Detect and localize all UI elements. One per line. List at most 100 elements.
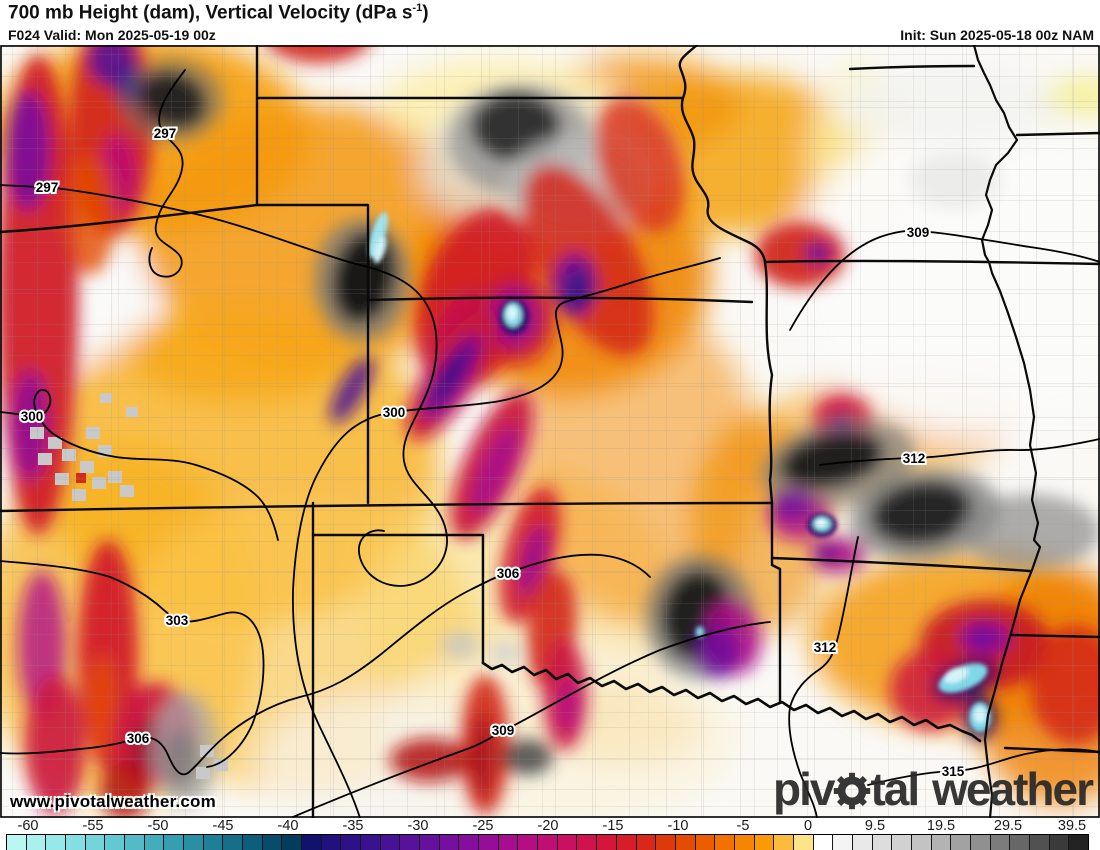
contour-label: 306 — [497, 566, 520, 581]
contour-label: 309 — [492, 723, 515, 738]
county-lines — [0, 45, 1100, 818]
colorbar-cell — [1029, 835, 1050, 850]
colorbar-cell — [341, 835, 362, 850]
valid-time-label: F024 Valid: Mon 2025-05-19 00z — [8, 27, 216, 43]
colorbar-cell — [26, 835, 47, 850]
colorbar-tick: -20 — [537, 818, 559, 834]
colorbar-cell — [892, 835, 912, 850]
colorbar-cell — [616, 835, 637, 850]
colorbar-tick: -45 — [212, 818, 234, 834]
colorbar-cell — [675, 835, 696, 850]
colorbar-tick: -30 — [407, 818, 429, 834]
contour-label: 297 — [154, 126, 177, 141]
map-frame — [0, 45, 1100, 818]
vv-height-map: 297 297 300 300 303 306 306 309 309 312 312 315 — [0, 45, 1100, 818]
colorbar-cell — [184, 835, 204, 850]
colorbar-tick: 19.5 — [926, 818, 956, 834]
contour-label: 303 — [166, 613, 189, 628]
colorbar-cell — [813, 835, 834, 850]
colorbar-cell — [498, 835, 519, 850]
watermark-url: www.pivotalweather.com — [10, 792, 216, 811]
pivotal-weather-logo: piv tal weather — [772, 763, 1094, 815]
colorbar-cell — [479, 835, 499, 850]
map-canvas: 297 297 300 300 303 306 306 309 309 312 312 315 — [0, 45, 1100, 818]
colorbar-tick: -25 — [472, 818, 494, 834]
colorbar-cell — [1049, 835, 1070, 850]
colorbar-cell — [990, 835, 1011, 850]
colorbar-cell — [243, 835, 263, 850]
colorbar-cell — [125, 835, 145, 850]
colorbar-cell — [833, 835, 853, 850]
colorbar-cell — [400, 835, 421, 850]
colorbar-tick: -55 — [82, 818, 104, 834]
colorbar-cell — [754, 835, 775, 850]
colorbar-cell — [1010, 835, 1030, 850]
colorbar-cell — [361, 835, 381, 850]
init-time-label: Init: Sun 2025-05-18 00z NAM — [900, 27, 1094, 43]
colorbar-cell — [715, 835, 735, 850]
colorbar-tick: -50 — [147, 818, 169, 834]
contour-label: 309 — [907, 225, 930, 240]
colorbar-cell — [282, 835, 303, 850]
contour-label: 300 — [21, 409, 44, 424]
colorbar-cell — [518, 835, 539, 850]
colorbar-cell — [557, 835, 578, 850]
header: 700 mb Height (dam), Vertical Velocity (… — [0, 0, 1100, 45]
colorbar-tick: -60 — [17, 818, 39, 834]
colorbar-cell — [203, 835, 224, 850]
colorbar-cell — [262, 835, 283, 850]
colorbar-cell — [66, 835, 86, 850]
colorbar-tick: -15 — [602, 818, 624, 834]
colorbar-tick: 9.5 — [864, 818, 886, 834]
colorbar-ticks: -60 -55 -50 -45 -40 -35 -30 -25 -20 -15 -10 -5 0 9.5 1… — [0, 818, 1100, 834]
colorbar-cell — [656, 835, 676, 850]
colorbar-cell — [85, 835, 106, 850]
contour-label: 312 — [814, 640, 837, 655]
colorbar-cell — [872, 835, 893, 850]
logo-text-piv: piv — [772, 763, 835, 815]
colorbar-cell — [164, 835, 185, 850]
colorbar-cell — [380, 835, 401, 850]
colorbar-tick: -35 — [342, 818, 364, 834]
colorbar-cell — [852, 835, 873, 850]
colorbar-cell — [223, 835, 244, 850]
colorbar-cell — [7, 835, 27, 850]
colorbar-cell — [577, 835, 598, 850]
colorbar-cell — [105, 835, 126, 850]
colorbar-cell — [302, 835, 322, 850]
contour-labels: 297 297 300 300 303 306 306 309 309 312 312 315 — [19, 124, 967, 781]
height-contours — [0, 69, 1100, 818]
colorbar-cell — [538, 835, 558, 850]
page-title: 700 mb Height (dam), Vertical Velocity (… — [8, 2, 429, 24]
contour-label: 300 — [383, 405, 406, 420]
colorbar-cells — [6, 834, 1089, 850]
colorbar-cell — [459, 835, 480, 850]
colorbar-cell — [46, 835, 67, 850]
colorbar-tick: 39.5 — [1057, 818, 1087, 834]
contour-label: 315 — [942, 764, 965, 779]
logo-text-tal: tal — [870, 763, 920, 815]
contour-label: 297 — [36, 180, 59, 195]
colorbar-cell — [636, 835, 657, 850]
colorbar-cell — [439, 835, 460, 850]
colorbar-cell — [970, 835, 991, 850]
colorbar-tick: 0 — [803, 818, 813, 834]
colorbar-cell — [1069, 835, 1088, 850]
colorbar-tick: 29.5 — [993, 818, 1023, 834]
state-borders — [0, 45, 1100, 818]
colorbar-tick: -10 — [667, 818, 689, 834]
contour-label: 306 — [127, 731, 150, 746]
colorbar-tick: -5 — [736, 818, 750, 834]
colorbar-cell — [774, 835, 794, 850]
contour-label: 312 — [903, 451, 926, 466]
colorbar-cell — [911, 835, 932, 850]
colorbar-cell — [695, 835, 716, 850]
colorbar-cell — [144, 835, 165, 850]
colorbar-cell — [734, 835, 755, 850]
colorbar-cell — [420, 835, 440, 850]
colorbar-cell — [793, 835, 814, 850]
colorbar-cell — [931, 835, 952, 850]
colorbar-cell — [597, 835, 617, 850]
colorbar-cell — [321, 835, 342, 850]
